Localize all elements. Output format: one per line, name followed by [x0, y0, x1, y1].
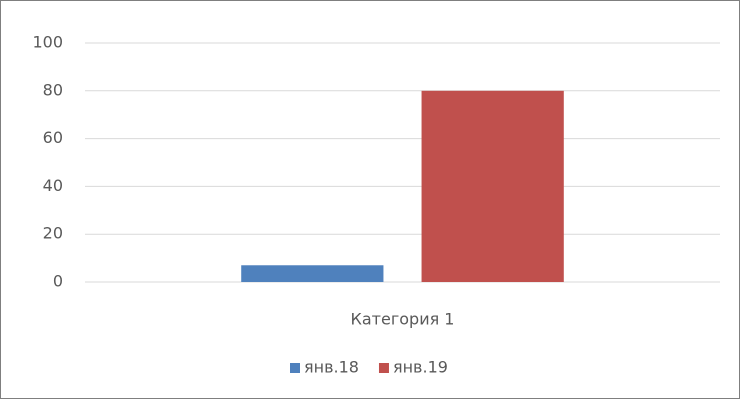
y-tick-label: 20: [43, 224, 63, 243]
y-tick-label: 0: [53, 272, 63, 291]
y-tick-label: 100: [32, 33, 63, 52]
y-tick-label: 80: [43, 80, 63, 99]
y-tick-label: 60: [43, 128, 63, 147]
bar: [421, 90, 564, 282]
x-tick-label: Категория 1: [351, 310, 455, 329]
legend-label: янв.19: [393, 358, 448, 377]
bar: [241, 265, 384, 282]
legend-label: янв.18: [304, 358, 359, 377]
legend-swatch: [290, 363, 300, 373]
y-tick-label: 40: [43, 176, 63, 195]
legend-swatch: [378, 363, 389, 373]
